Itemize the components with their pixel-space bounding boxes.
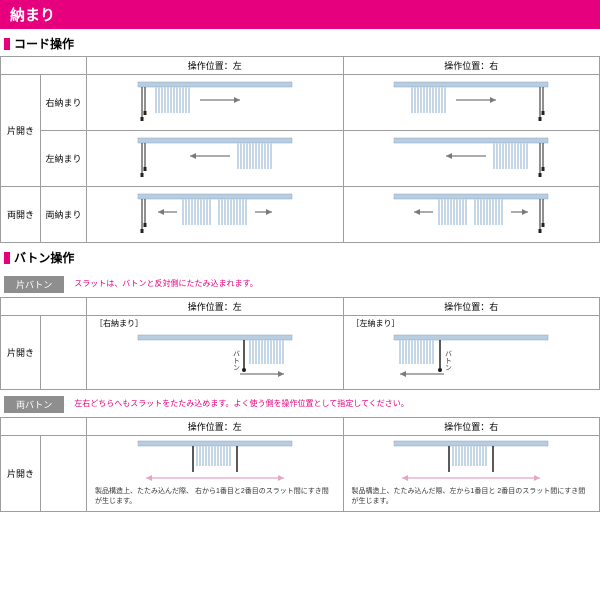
th-pos-left2: 操作位置：左 (87, 298, 344, 316)
svg-text:バトン: バトン (445, 350, 453, 371)
th-pos-right: 操作位置：右 (343, 57, 600, 75)
td-both-stack: 両納まり (41, 187, 87, 243)
td-blank3 (41, 316, 87, 390)
diag-r1c2 (343, 75, 600, 131)
diag-r3c1 (87, 187, 344, 243)
bracket-left: ［右納まり］ (87, 316, 344, 332)
footnote-right: 製品構造上、たたみ込んだ際、左から1番目と 2番目のスラット間にすき間が生じます… (346, 485, 598, 507)
page-banner: 納まり (0, 0, 600, 29)
th-pos-right2: 操作位置：右 (343, 298, 600, 316)
td-right-stack: 右納まり (41, 75, 87, 131)
section-title-baton: バトン操作 (0, 243, 600, 270)
note-single-baton: スラットは、バトンと反対側にたたみ込まれます。 (74, 278, 257, 289)
diag-r2c2 (343, 131, 600, 187)
th-blank4 (1, 418, 87, 436)
svg-text:バトン: バトン (232, 350, 240, 371)
td-single3: 片開き (1, 436, 41, 512)
table-baton-single: 操作位置：左 操作位置：右 片開き ［右納まり］ ［左納まり］ バトン バトン (0, 297, 600, 390)
note-double-baton: 左右どちらへもスラットをたたみ込めます。よく使う側を操作位置として指定してくださ… (74, 398, 408, 409)
td-left-stack: 左納まり (41, 131, 87, 187)
diag-b1c2: バトン (343, 331, 600, 390)
diag-b2c2: 製品構造上、たたみ込んだ際、左から1番目と 2番目のスラット間にすき間が生じます… (343, 436, 600, 512)
tag-double-baton: 両バトン (4, 396, 64, 413)
footnote-left: 製品構造上、たたみ込んだ際、 右から1番目と2番目のスラット間にすき間が生じます… (89, 485, 341, 507)
th-blank (1, 57, 87, 75)
td-group-double: 両開き (1, 187, 41, 243)
diag-r1c1 (87, 75, 344, 131)
th-pos-left: 操作位置：左 (87, 57, 344, 75)
td-group-single: 片開き (1, 75, 41, 187)
th-blank2 (1, 298, 87, 316)
table-baton-double: 操作位置：左 操作位置：右 片開き 製品構造上、たたみ込んだ際、 右から1番目と… (0, 417, 600, 512)
bracket-right: ［左納まり］ (343, 316, 600, 332)
th-pos-left3: 操作位置：左 (87, 418, 344, 436)
diag-r3c2 (343, 187, 600, 243)
diag-b1c1: バトン (87, 331, 344, 390)
tag-single-baton: 片バトン (4, 276, 64, 293)
th-pos-right3: 操作位置：右 (343, 418, 600, 436)
diag-r2c1 (87, 131, 344, 187)
section-title-cord: コード操作 (0, 29, 600, 56)
td-blank5 (41, 436, 87, 512)
table-cord: 操作位置：左 操作位置：右 片開き 右納まり 左納まり 両開き 両納まり (0, 56, 600, 243)
diag-b2c1: 製品構造上、たたみ込んだ際、 右から1番目と2番目のスラット間にすき間が生じます… (87, 436, 344, 512)
td-single2: 片開き (1, 316, 41, 390)
